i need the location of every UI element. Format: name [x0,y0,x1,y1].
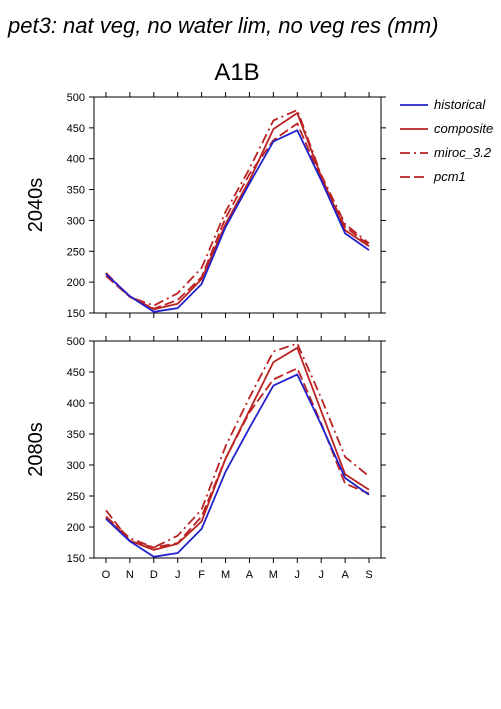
y-tick-label: 450 [67,367,85,379]
series-line-historical [105,129,370,313]
y-tick-label: 150 [67,308,85,320]
x-tick-label: M [269,569,278,581]
legend: historical composite miroc_3.2 pcm1 [400,97,493,184]
x-tick-label: J [175,569,181,581]
legend-label: historical [434,97,486,112]
series-line-miroc-3-2 [105,342,370,549]
panel-2080s: 150 200 250 300 350 400 450 500 O N D J F M A M J J A S 2080… [25,336,386,581]
x-tick-label: M [221,569,230,581]
legend-label: composite [434,121,493,136]
panel-label: 2040s [25,178,47,233]
y-tick-label: 250 [67,491,85,503]
y-tick-label: 400 [67,398,85,410]
x-tick-label: A [246,569,254,581]
series-line-composite [105,346,370,551]
y-tick-label: 350 [67,429,85,441]
scenario-title: A1B [214,59,259,86]
y-tick-label: 300 [67,460,85,472]
x-tick-label: S [365,569,372,581]
y-tick-label: 500 [67,92,85,104]
y-tick-label: 300 [67,215,85,227]
x-tick-label: A [341,569,349,581]
y-tick-label: 150 [67,553,85,565]
y-tick-label: 450 [67,123,85,135]
panel-label: 2080s [25,422,47,477]
x-tick-label: F [198,569,205,581]
panel-2040s: 150 200 250 300 350 400 450 500 2040s [25,92,386,320]
x-tick-label: N [126,569,134,581]
y-tick-label: 250 [67,246,85,258]
figure-title: pet3: nat veg, no water lim, no veg res … [7,13,438,38]
y-tick-label: 200 [67,522,85,534]
series-line-pcm1 [105,122,370,310]
y-tick-label: 500 [67,336,85,348]
series-line-historical [105,373,370,558]
x-tick-label: J [295,569,301,581]
series-line-miroc-3-2 [105,109,370,307]
plot-frame [93,96,382,314]
y-tick-label: 350 [67,185,85,197]
legend-label: miroc_3.2 [434,145,492,160]
x-tick-label: J [318,569,324,581]
legend-label: pcm1 [433,169,466,184]
series-line-pcm1 [105,367,370,549]
y-tick-label: 200 [67,277,85,289]
y-tick-label: 400 [67,154,85,166]
plot-frame [93,340,382,559]
x-tick-label: D [150,569,158,581]
x-tick-label: O [102,569,111,581]
series-line-composite [105,112,370,311]
